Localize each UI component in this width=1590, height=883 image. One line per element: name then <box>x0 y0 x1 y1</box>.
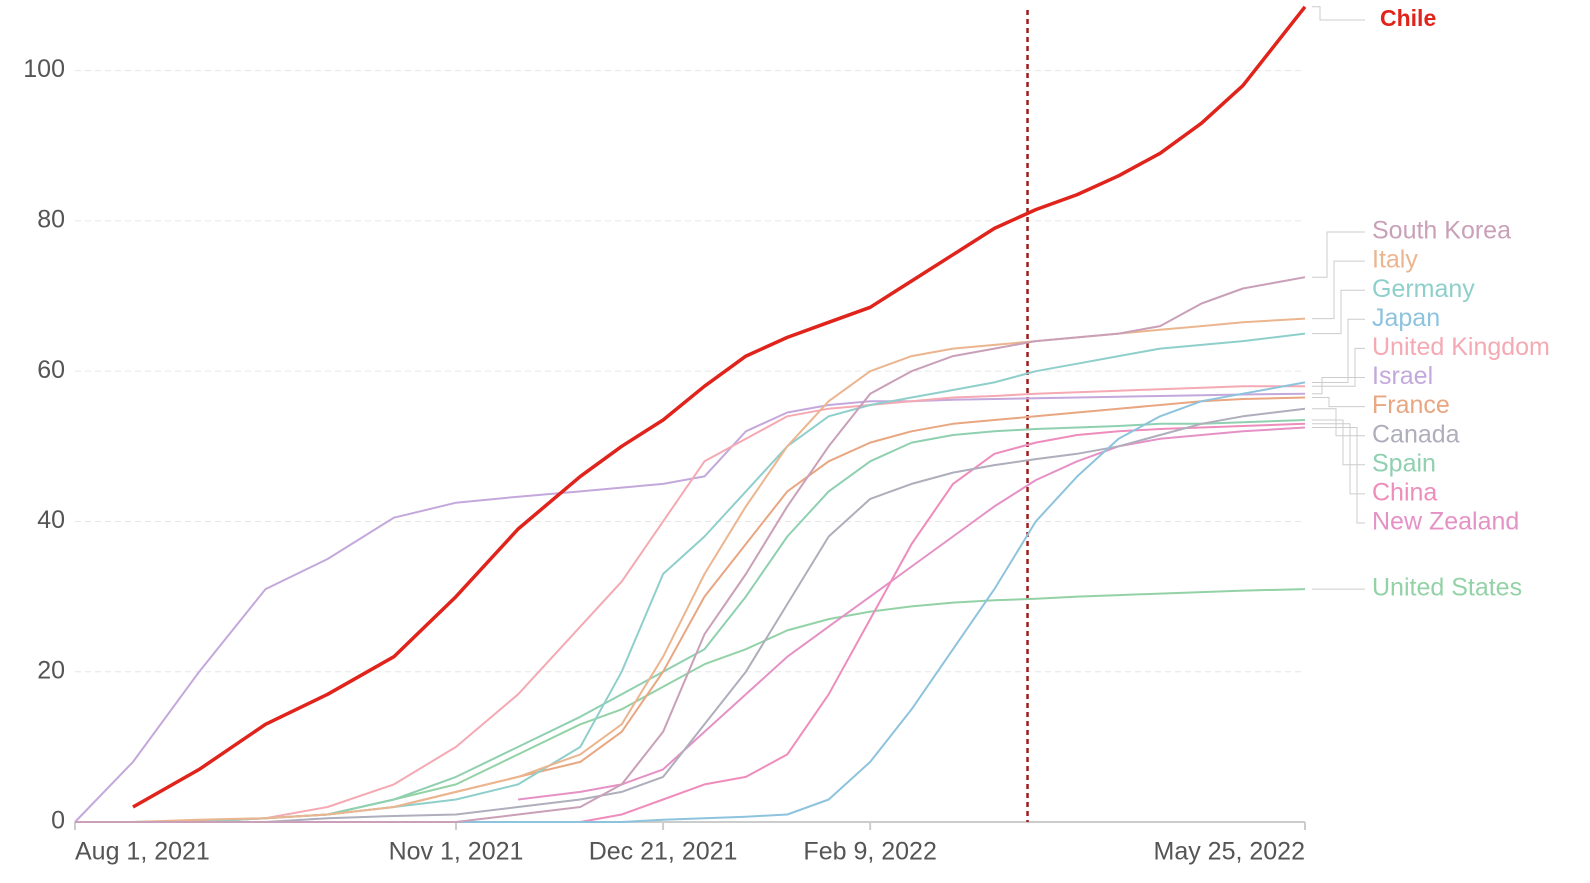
leader-line <box>1312 347 1365 387</box>
legend-label: Italy <box>1372 246 1418 274</box>
legend-label: Chile <box>1380 5 1436 31</box>
x-tick-label: Aug 1, 2021 <box>75 838 210 866</box>
leader-line <box>1312 6 1365 21</box>
x-tick-label: Dec 21, 2021 <box>589 838 738 866</box>
y-tick-label: 100 <box>23 55 65 83</box>
leader-line <box>1312 419 1365 466</box>
series-line <box>75 276 1306 823</box>
legend-label: Germany <box>1372 275 1475 303</box>
legend-label: Japan <box>1372 304 1440 332</box>
legend-label: France <box>1372 391 1450 419</box>
series-line <box>75 317 1306 823</box>
x-tick-label: Nov 1, 2021 <box>389 838 524 866</box>
leader-line <box>1312 377 1365 395</box>
legend-label: United States <box>1372 574 1522 602</box>
leader-line <box>1312 260 1365 320</box>
leader-line <box>1312 427 1365 524</box>
series-line <box>517 426 1306 801</box>
leader-line <box>1312 289 1365 335</box>
y-tick-label: 0 <box>51 807 65 835</box>
legend-label: United Kingdom <box>1372 333 1550 361</box>
series-line <box>75 396 1306 823</box>
series-line <box>74 392 1306 823</box>
series-line <box>75 385 1305 823</box>
y-tick-label: 20 <box>37 656 65 684</box>
leader-line <box>1312 396 1365 408</box>
leader-line <box>1312 318 1365 383</box>
series-line <box>75 419 1306 823</box>
legend-label: Israel <box>1372 362 1433 390</box>
leader-line <box>1312 231 1365 278</box>
legend-label: Spain <box>1372 449 1436 477</box>
legend-label: South Korea <box>1372 217 1511 245</box>
legend-label: China <box>1372 479 1437 507</box>
legend-label: Canada <box>1372 420 1460 448</box>
y-tick-label: 60 <box>37 356 65 384</box>
x-tick-label: May 25, 2022 <box>1154 838 1306 866</box>
y-tick-label: 40 <box>37 506 65 534</box>
series-line <box>132 5 1307 809</box>
x-tick-label: Feb 9, 2022 <box>803 838 936 866</box>
legend-label: New Zealand <box>1372 508 1519 536</box>
series-line <box>75 332 1306 823</box>
y-tick-label: 80 <box>37 206 65 234</box>
series-line <box>75 407 1306 823</box>
